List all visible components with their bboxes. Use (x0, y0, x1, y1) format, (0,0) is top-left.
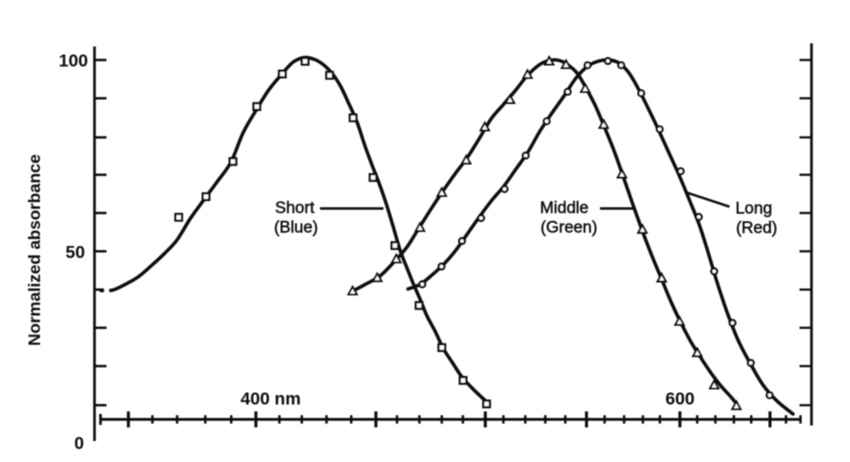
svg-text:100: 100 (59, 51, 88, 71)
svg-text:Long: Long (736, 200, 773, 218)
svg-text:50: 50 (66, 242, 86, 262)
svg-text:Short: Short (275, 199, 315, 217)
svg-text:600: 600 (665, 389, 694, 409)
svg-text:(Green): (Green) (541, 219, 598, 237)
svg-text:(Red): (Red) (736, 219, 777, 237)
svg-text:Normalized absorbance: Normalized absorbance (25, 154, 44, 346)
svg-text:0: 0 (74, 433, 84, 453)
svg-text:Middle: Middle (540, 199, 589, 217)
svg-text:(Blue): (Blue) (274, 219, 318, 237)
svg-text:400 nm: 400 nm (241, 389, 301, 409)
